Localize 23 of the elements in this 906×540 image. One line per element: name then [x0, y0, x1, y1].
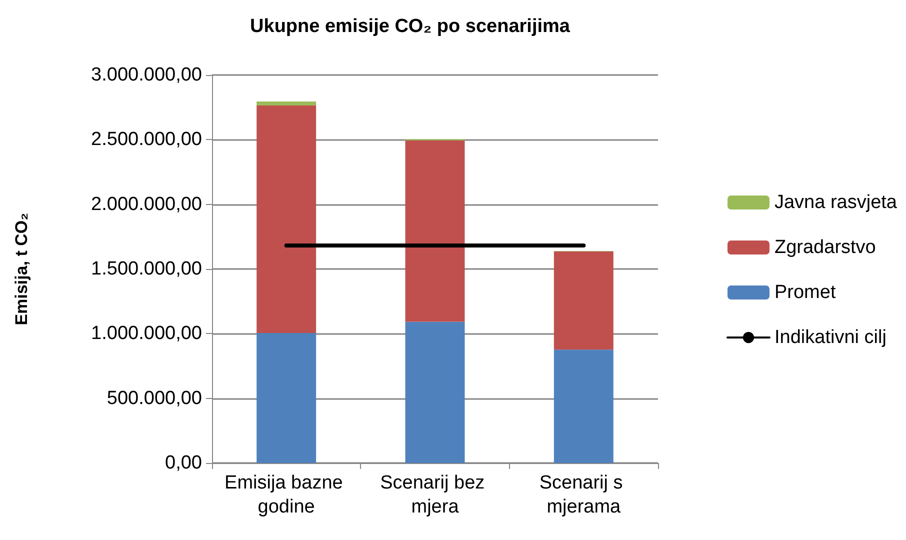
y-axis-title: Emisija, t CO₂ — [12, 212, 31, 326]
bar — [405, 322, 465, 463]
legend-label: Javna rasvjeta — [774, 192, 898, 213]
y-tick-label: 1.000.000,00 — [91, 323, 202, 344]
y-tick-label: 2.500.000,00 — [91, 129, 202, 150]
x-tick-label: Scenarij s mjerama — [539, 472, 628, 518]
chart-title: Ukupne emisije CO₂ po scenarijima — [250, 16, 570, 37]
y-tick-label: 0,00 — [165, 452, 202, 474]
bar — [554, 350, 614, 463]
y-tick-label: 500.000,00 — [106, 388, 202, 409]
y-tick-label: 2.000.000,00 — [91, 194, 202, 215]
y-tick-label: 3.000.000,00 — [91, 64, 202, 86]
bar — [256, 102, 316, 106]
bar — [256, 333, 316, 463]
legend-label: Indikativni cilj — [774, 327, 886, 348]
x-tick-label: Scenarij bez mjera — [380, 472, 490, 518]
bar — [405, 140, 465, 322]
legend-label: Promet — [774, 282, 836, 303]
x-tick-label: Emisija bazne godine — [224, 472, 348, 518]
bar — [554, 251, 614, 350]
bar — [256, 106, 316, 334]
y-tick-label: 1.500.000,00 — [91, 258, 202, 280]
legend-label: Zgradarstvo — [774, 237, 876, 258]
